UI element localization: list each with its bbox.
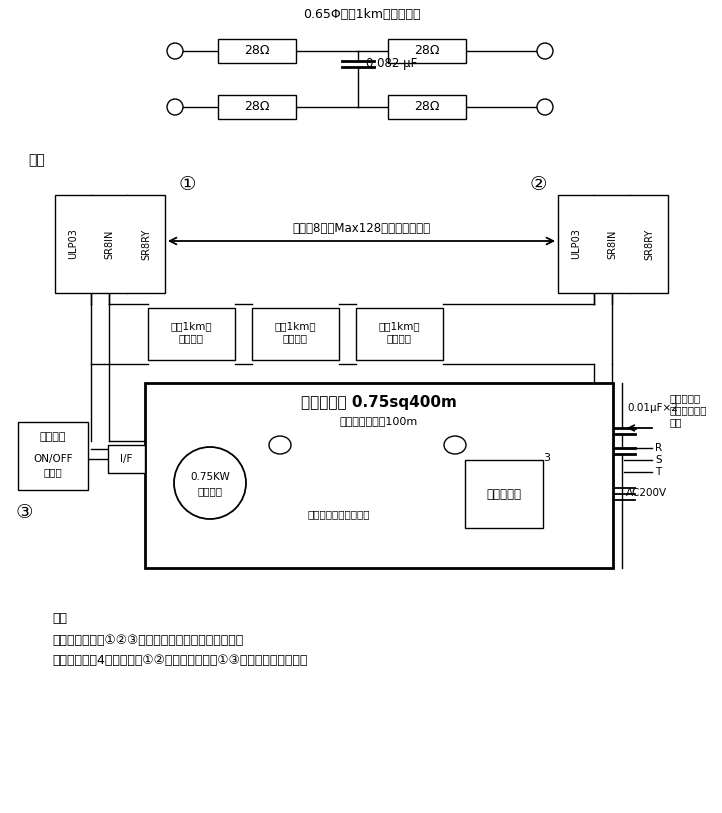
- Text: I/F: I/F: [120, 454, 132, 464]
- Text: 印加: 印加: [670, 417, 682, 427]
- Text: 0.082 μF: 0.082 μF: [366, 58, 417, 71]
- Text: T: T: [655, 467, 661, 477]
- Text: 社内伝送路 0.75sq400m: 社内伝送路 0.75sq400m: [301, 395, 457, 411]
- Text: ・擬似回路を4段にすると①②間は通信可能で①③間はできなかった。: ・擬似回路を4段にすると①②間は通信可能で①③間はできなかった。: [52, 654, 308, 667]
- Bar: [218, 39, 296, 63]
- Bar: [145, 383, 613, 568]
- Text: R: R: [655, 443, 662, 453]
- Text: 双方向8点（Max128点）の接点伝送: 双方向8点（Max128点）の接点伝送: [292, 221, 430, 234]
- Text: ①: ①: [178, 176, 196, 194]
- Text: 外部配電線: 外部配電線: [670, 393, 701, 403]
- Text: 電線1kmの
擬似回路: 電線1kmの 擬似回路: [274, 321, 316, 343]
- Circle shape: [167, 99, 183, 115]
- Text: ・上記の接続で①②③間の相互通信長時間誤動作皊無: ・上記の接続で①②③間の相互通信長時間誤動作皊無: [52, 633, 243, 646]
- Text: ②: ②: [529, 176, 547, 194]
- Text: SR8IN: SR8IN: [607, 229, 617, 259]
- Ellipse shape: [444, 436, 466, 454]
- Text: ③: ③: [15, 502, 32, 521]
- Text: SR8IN: SR8IN: [104, 229, 114, 259]
- Text: 同一キャブタイ100m: 同一キャブタイ100m: [340, 416, 418, 426]
- Text: SR8RY: SR8RY: [644, 228, 654, 259]
- Bar: [388, 39, 466, 63]
- Circle shape: [537, 43, 553, 59]
- Bar: [465, 460, 543, 528]
- Bar: [218, 95, 296, 119]
- Text: 接続: 接続: [28, 153, 45, 167]
- Circle shape: [537, 99, 553, 115]
- Text: 3: 3: [543, 453, 550, 463]
- Text: よりのノイズ: よりのノイズ: [670, 405, 708, 415]
- Bar: [55, 195, 165, 293]
- Bar: [388, 95, 466, 119]
- Text: 電線1kmの
擬似回路: 電線1kmの 擬似回路: [378, 321, 419, 343]
- Text: AC200V: AC200V: [626, 488, 667, 498]
- Text: S: S: [655, 455, 661, 465]
- Bar: [558, 195, 668, 293]
- Bar: [356, 308, 443, 360]
- Text: ULP03: ULP03: [571, 228, 581, 259]
- Text: パソコン: パソコン: [40, 432, 66, 442]
- Text: 0.65Φ電線1kmの擬似回路: 0.65Φ電線1kmの擬似回路: [303, 8, 421, 21]
- Text: の記録: の記録: [43, 467, 62, 477]
- Text: 結果: 結果: [52, 611, 67, 624]
- Text: ULP03: ULP03: [68, 228, 78, 259]
- Bar: [148, 308, 235, 360]
- Text: モーター: モーター: [198, 486, 222, 496]
- Bar: [252, 308, 339, 360]
- Bar: [108, 445, 145, 473]
- Text: インバータノイズ印加: インバータノイズ印加: [308, 509, 370, 519]
- Circle shape: [167, 43, 183, 59]
- Bar: [18, 422, 88, 490]
- Text: インバータ: インバータ: [487, 488, 521, 501]
- Text: 28Ω: 28Ω: [414, 101, 440, 114]
- Text: 電線1kmの
擬似回路: 電線1kmの 擬似回路: [170, 321, 212, 343]
- Text: ON/OFF: ON/OFF: [33, 454, 73, 464]
- Text: 0.75KW: 0.75KW: [190, 472, 230, 482]
- Circle shape: [174, 447, 246, 519]
- Text: 0.01μF×2: 0.01μF×2: [627, 403, 678, 413]
- Text: 28Ω: 28Ω: [244, 101, 270, 114]
- Text: 28Ω: 28Ω: [414, 45, 440, 58]
- Ellipse shape: [269, 436, 291, 454]
- Text: 28Ω: 28Ω: [244, 45, 270, 58]
- Text: SR8RY: SR8RY: [141, 228, 151, 259]
